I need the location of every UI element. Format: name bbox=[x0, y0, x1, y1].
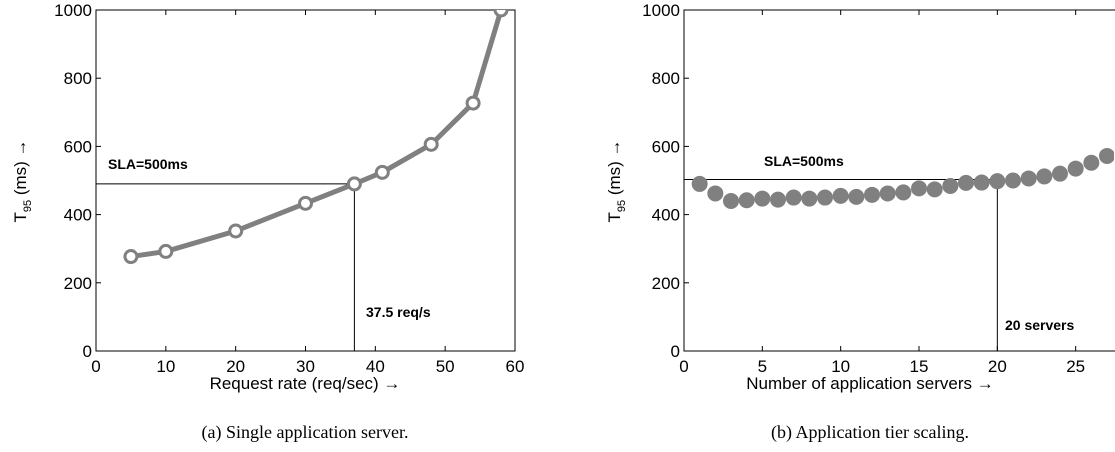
data-point bbox=[973, 174, 990, 191]
data-point bbox=[848, 188, 865, 205]
x-tick-label: 40 bbox=[366, 357, 385, 376]
y-tick-label: 400 bbox=[652, 206, 680, 225]
data-point bbox=[707, 185, 724, 202]
data-point bbox=[801, 190, 818, 207]
data-point bbox=[785, 189, 802, 206]
data-point bbox=[374, 164, 390, 180]
x-axis-label: Request rate (req/sec) → bbox=[210, 374, 401, 393]
data-point bbox=[1036, 168, 1053, 185]
x-tick-label: 15 bbox=[910, 357, 929, 376]
data-point bbox=[738, 192, 755, 209]
x-axis-label: Number of application servers → bbox=[746, 374, 994, 393]
y-axis-label-main: T bbox=[605, 212, 624, 222]
y-axis-label-rest: (ms) → bbox=[605, 139, 624, 199]
x-tick-label: 10 bbox=[156, 357, 175, 376]
caption-b: (b) Application tier scaling. bbox=[771, 422, 969, 443]
y-axis-label-sub: 95 bbox=[22, 200, 34, 212]
data-point bbox=[879, 185, 896, 202]
sla-lines bbox=[96, 183, 355, 351]
data-point bbox=[1020, 170, 1037, 187]
x-tick-label: 10 bbox=[831, 357, 850, 376]
y-axis-label-main: T bbox=[11, 212, 30, 222]
data-point bbox=[832, 187, 849, 204]
x-tick-label: 30 bbox=[296, 357, 315, 376]
y-tick-label: 800 bbox=[652, 69, 680, 88]
data-point bbox=[754, 190, 771, 207]
y-tick-label: 600 bbox=[652, 137, 680, 156]
y-axis-label: T95 (ms) → bbox=[11, 139, 34, 222]
data-point bbox=[691, 175, 708, 192]
sla-annotation: SLA=500ms bbox=[764, 153, 844, 169]
y-axis-label-rest: (ms) → bbox=[11, 139, 30, 199]
data-point bbox=[346, 176, 362, 192]
sla-annotation: SLA=500ms bbox=[108, 156, 188, 172]
y-tick-label: 400 bbox=[64, 206, 92, 225]
request-rate-annotation: 37.5 req/s bbox=[366, 304, 431, 320]
data-point bbox=[895, 184, 912, 201]
series-line bbox=[130, 10, 504, 260]
data-point bbox=[989, 173, 1006, 190]
x-tick-label: 0 bbox=[679, 357, 688, 376]
data-point bbox=[158, 243, 174, 259]
x-tick-label: 20 bbox=[226, 357, 245, 376]
data-point bbox=[123, 249, 139, 265]
data-point bbox=[770, 191, 786, 208]
data-point bbox=[1067, 160, 1084, 177]
chart-tier-scaling: 0 5 10 15 20 25 0 200 400 600 800 1000 SLA=500ms 20… bbox=[605, 1, 1115, 443]
series bbox=[123, 10, 509, 265]
y-tick-label: 0 bbox=[83, 342, 92, 361]
data-point bbox=[465, 95, 481, 111]
y-tick-label: 800 bbox=[64, 69, 92, 88]
x-tick-label: 25 bbox=[1066, 357, 1085, 376]
y-tick-label: 0 bbox=[671, 342, 680, 361]
y-axis-label-sub: 95 bbox=[616, 200, 628, 212]
data-point bbox=[298, 195, 313, 211]
data-point bbox=[942, 177, 959, 194]
data-point bbox=[228, 223, 244, 239]
servers-annotation: 20 servers bbox=[1005, 317, 1075, 333]
data-point bbox=[723, 192, 739, 209]
data-point bbox=[493, 10, 509, 18]
y-tick-label: 1000 bbox=[54, 1, 92, 20]
y-tick-label: 1000 bbox=[642, 1, 680, 20]
data-point bbox=[958, 174, 974, 191]
x-tick-label: 5 bbox=[758, 357, 767, 376]
data-point bbox=[817, 189, 833, 206]
x-tick-label: 60 bbox=[506, 357, 525, 376]
x-tick-label: 50 bbox=[436, 357, 455, 376]
x-tick-label: 0 bbox=[91, 357, 100, 376]
y-tick-label: 200 bbox=[64, 274, 92, 293]
data-point bbox=[1099, 147, 1114, 164]
data-point bbox=[864, 186, 880, 203]
data-point bbox=[1005, 172, 1021, 189]
sla-lines bbox=[684, 178, 998, 351]
ticks: 0 5 10 15 20 25 0 200 400 600 800 1000 bbox=[642, 1, 1085, 376]
data-point bbox=[423, 136, 439, 152]
x-tick-label: 20 bbox=[988, 357, 1007, 376]
data-point bbox=[911, 180, 927, 197]
caption-a: (a) Single application server. bbox=[202, 422, 409, 443]
data-point bbox=[1052, 165, 1068, 182]
data-point bbox=[1083, 154, 1100, 171]
y-tick-label: 600 bbox=[64, 137, 92, 156]
data-point bbox=[926, 181, 943, 198]
y-tick-label: 200 bbox=[652, 274, 680, 293]
y-axis-label: T95 (ms) → bbox=[605, 139, 628, 222]
series bbox=[691, 147, 1114, 209]
plot-frame bbox=[95, 9, 516, 352]
